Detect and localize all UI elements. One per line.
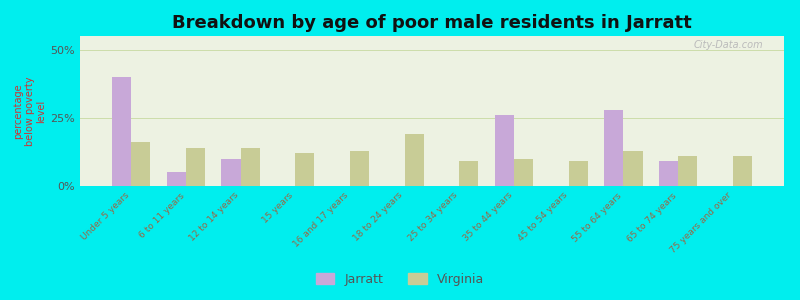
Bar bbox=[459, 161, 478, 186]
Bar bbox=[733, 156, 752, 186]
Bar bbox=[659, 161, 678, 186]
Title: Breakdown by age of poor male residents in Jarratt: Breakdown by age of poor male residents … bbox=[172, 14, 692, 32]
Bar bbox=[112, 77, 131, 186]
Bar bbox=[131, 142, 150, 186]
Bar bbox=[495, 115, 514, 186]
Bar bbox=[186, 148, 205, 186]
Bar bbox=[405, 134, 424, 186]
Legend: Jarratt, Virginia: Jarratt, Virginia bbox=[310, 268, 490, 291]
Bar bbox=[350, 151, 369, 186]
Bar bbox=[604, 110, 623, 186]
Bar bbox=[241, 148, 260, 186]
Bar bbox=[569, 161, 588, 186]
Bar bbox=[295, 153, 314, 186]
Text: City-Data.com: City-Data.com bbox=[694, 40, 763, 50]
Bar bbox=[514, 159, 533, 186]
Y-axis label: percentage
below poverty
level: percentage below poverty level bbox=[13, 76, 46, 146]
Bar bbox=[678, 156, 698, 186]
Bar bbox=[166, 172, 186, 186]
Bar bbox=[222, 159, 241, 186]
Bar bbox=[623, 151, 642, 186]
